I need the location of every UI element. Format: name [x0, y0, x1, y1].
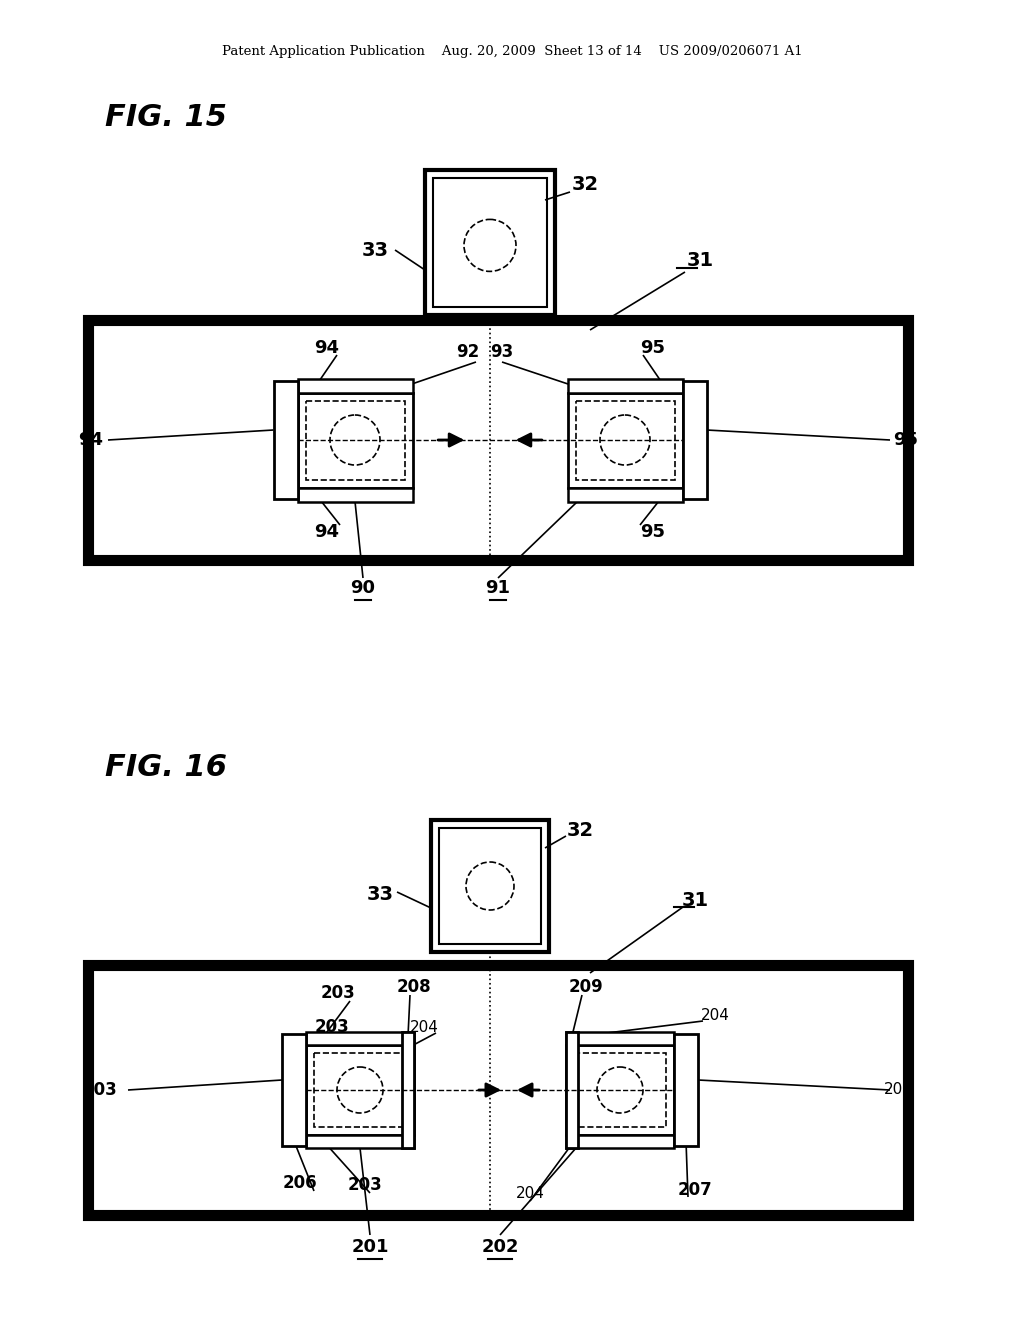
Bar [298, 379, 413, 392]
Text: 203: 203 [314, 1018, 349, 1036]
Text: 93: 93 [490, 343, 514, 360]
Text: Patent Application Publication    Aug. 20, 2009  Sheet 13 of 14    US 2009/02060: Patent Application Publication Aug. 20, … [221, 45, 803, 58]
Text: 95: 95 [640, 523, 666, 541]
Bar [574, 1053, 666, 1127]
Bar [566, 1032, 578, 1148]
Text: 95: 95 [893, 432, 918, 449]
Text: 203: 203 [83, 1081, 118, 1100]
Bar [305, 400, 404, 479]
Text: 203: 203 [321, 983, 355, 1002]
Text: 204: 204 [515, 1185, 545, 1200]
Text: 202: 202 [481, 1238, 519, 1257]
Bar [88, 965, 908, 1214]
Text: 32: 32 [571, 176, 599, 194]
Bar [306, 1135, 414, 1148]
Bar [431, 820, 549, 952]
Bar [273, 381, 298, 499]
Text: 33: 33 [361, 240, 388, 260]
Bar [567, 392, 683, 487]
Text: 201: 201 [351, 1238, 389, 1257]
Bar [433, 178, 547, 308]
Text: 94: 94 [314, 339, 340, 356]
Bar [402, 1032, 414, 1148]
Text: 203: 203 [347, 1176, 382, 1195]
Bar [567, 379, 683, 392]
Text: 206: 206 [283, 1173, 317, 1192]
Text: 94: 94 [78, 432, 103, 449]
Bar [566, 1045, 674, 1135]
Text: 32: 32 [566, 821, 594, 840]
Bar [567, 487, 683, 502]
Text: 92: 92 [457, 343, 479, 360]
Text: 204: 204 [700, 1007, 729, 1023]
Bar [674, 1034, 698, 1146]
Text: FIG. 16: FIG. 16 [105, 754, 227, 783]
Text: 31: 31 [681, 891, 709, 909]
Bar [314, 1053, 406, 1127]
Text: 94: 94 [314, 523, 340, 541]
Text: 207: 207 [678, 1181, 713, 1199]
Text: 31: 31 [686, 251, 714, 269]
Bar [683, 381, 707, 499]
Text: 204: 204 [410, 1019, 438, 1035]
Text: 209: 209 [568, 978, 603, 997]
Bar [306, 1032, 414, 1045]
Bar [282, 1034, 306, 1146]
Bar [575, 400, 675, 479]
Text: 204: 204 [884, 1082, 913, 1097]
Text: FIG. 15: FIG. 15 [105, 103, 227, 132]
Bar [566, 1032, 674, 1045]
Bar [298, 392, 413, 487]
Bar [306, 1045, 414, 1135]
Bar [566, 1135, 674, 1148]
Text: 91: 91 [485, 579, 511, 597]
Text: 208: 208 [396, 978, 431, 997]
Bar [439, 828, 541, 944]
Bar [425, 170, 555, 315]
Text: 95: 95 [640, 339, 666, 356]
Bar [88, 319, 908, 560]
Bar [298, 487, 413, 502]
Text: 33: 33 [367, 886, 393, 904]
Text: 90: 90 [350, 579, 376, 597]
